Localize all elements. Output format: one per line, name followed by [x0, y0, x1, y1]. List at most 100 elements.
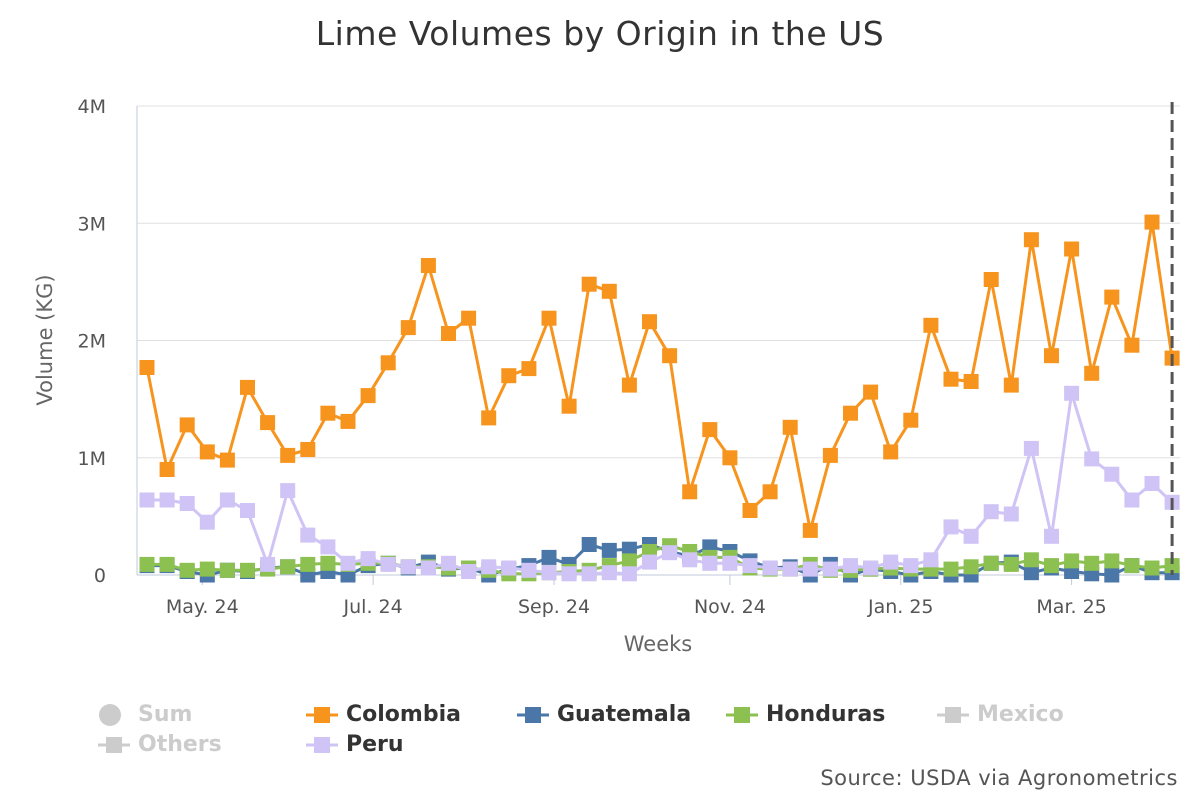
data-point-colombia[interactable]	[240, 379, 255, 395]
data-point-colombia[interactable]	[943, 371, 959, 387]
data-point-peru[interactable]	[360, 551, 376, 567]
data-point-honduras[interactable]	[199, 561, 215, 577]
data-point-peru[interactable]	[1003, 506, 1019, 522]
data-point-honduras[interactable]	[1023, 552, 1039, 568]
data-point-honduras[interactable]	[280, 559, 296, 575]
data-point-guatemala[interactable]	[1104, 567, 1120, 583]
data-point-honduras[interactable]	[963, 559, 979, 575]
data-point-peru[interactable]	[621, 566, 637, 582]
data-point-guatemala[interactable]	[581, 537, 597, 552]
data-point-peru[interactable]	[642, 554, 657, 570]
data-point-colombia[interactable]	[1003, 377, 1019, 393]
data-point-colombia[interactable]	[843, 405, 858, 421]
data-point-colombia[interactable]	[320, 405, 336, 421]
data-point-peru[interactable]	[682, 552, 698, 568]
data-point-colombia[interactable]	[581, 276, 597, 292]
data-point-peru[interactable]	[863, 560, 879, 576]
data-point-colombia[interactable]	[802, 522, 818, 538]
data-point-peru[interactable]	[139, 492, 155, 508]
data-point-colombia[interactable]	[159, 462, 175, 477]
data-point-colombia[interactable]	[380, 355, 396, 371]
data-point-peru[interactable]	[903, 558, 919, 574]
data-point-honduras[interactable]	[1124, 558, 1140, 574]
data-point-peru[interactable]	[963, 528, 979, 544]
data-point-colombia[interactable]	[501, 368, 517, 384]
data-point-peru[interactable]	[260, 556, 276, 572]
data-point-peru[interactable]	[662, 545, 678, 561]
data-point-peru[interactable]	[159, 492, 175, 508]
data-point-colombia[interactable]	[541, 310, 557, 326]
data-point-honduras[interactable]	[179, 562, 195, 578]
data-point-peru[interactable]	[420, 560, 436, 576]
data-point-colombia[interactable]	[340, 413, 356, 429]
data-point-colombia[interactable]	[601, 283, 617, 299]
data-point-peru[interactable]	[501, 560, 517, 576]
data-point-peru[interactable]	[199, 514, 215, 530]
data-point-colombia[interactable]	[199, 444, 215, 460]
data-point-honduras[interactable]	[1104, 553, 1120, 569]
data-point-peru[interactable]	[581, 566, 597, 582]
data-point-colombia[interactable]	[762, 484, 778, 500]
data-point-peru[interactable]	[883, 554, 899, 570]
data-point-colombia[interactable]	[1064, 241, 1080, 257]
data-point-colombia[interactable]	[963, 374, 979, 389]
data-point-colombia[interactable]	[260, 415, 276, 431]
data-point-colombia[interactable]	[682, 484, 698, 500]
data-point-colombia[interactable]	[822, 447, 838, 463]
data-point-peru[interactable]	[923, 552, 939, 568]
data-point-colombia[interactable]	[139, 360, 155, 375]
data-point-peru[interactable]	[1064, 385, 1080, 401]
data-point-peru[interactable]	[601, 565, 617, 581]
data-point-peru[interactable]	[1023, 440, 1039, 456]
data-point-honduras[interactable]	[621, 553, 637, 569]
data-point-peru[interactable]	[400, 559, 416, 575]
data-point-colombia[interactable]	[621, 377, 637, 393]
data-point-peru[interactable]	[219, 492, 235, 508]
data-point-honduras[interactable]	[943, 561, 959, 577]
data-point-colombia[interactable]	[782, 419, 798, 435]
data-point-colombia[interactable]	[1104, 289, 1120, 305]
data-point-peru[interactable]	[441, 555, 456, 571]
data-point-colombia[interactable]	[461, 310, 477, 326]
data-point-peru[interactable]	[742, 558, 758, 574]
data-point-colombia[interactable]	[179, 417, 195, 433]
data-point-colombia[interactable]	[722, 450, 738, 466]
data-point-peru[interactable]	[802, 561, 818, 577]
data-point-peru[interactable]	[380, 556, 396, 572]
data-point-peru[interactable]	[782, 561, 798, 577]
data-point-peru[interactable]	[822, 561, 838, 577]
data-point-colombia[interactable]	[642, 314, 657, 330]
data-point-peru[interactable]	[340, 555, 356, 571]
data-point-peru[interactable]	[943, 519, 959, 535]
data-point-colombia[interactable]	[923, 317, 939, 333]
data-point-colombia[interactable]	[1084, 365, 1100, 381]
data-point-colombia[interactable]	[662, 348, 678, 364]
data-point-honduras[interactable]	[1144, 560, 1160, 576]
data-point-colombia[interactable]	[983, 272, 999, 287]
data-point-honduras[interactable]	[159, 556, 175, 572]
data-point-colombia[interactable]	[1144, 214, 1160, 230]
data-point-colombia[interactable]	[903, 412, 919, 428]
data-point-peru[interactable]	[1144, 476, 1160, 491]
data-point-peru[interactable]	[521, 562, 537, 578]
data-point-honduras[interactable]	[139, 556, 155, 572]
data-point-honduras[interactable]	[1084, 555, 1100, 571]
data-point-peru[interactable]	[722, 555, 738, 571]
data-point-honduras[interactable]	[320, 555, 336, 571]
data-point-guatemala[interactable]	[621, 541, 637, 557]
data-point-colombia[interactable]	[1044, 348, 1059, 364]
data-point-honduras[interactable]	[1164, 558, 1180, 574]
data-point-honduras[interactable]	[219, 562, 235, 578]
data-point-colombia[interactable]	[441, 326, 456, 341]
data-point-honduras[interactable]	[1003, 556, 1019, 572]
data-point-colombia[interactable]	[219, 452, 235, 468]
data-point-colombia[interactable]	[883, 444, 899, 460]
data-point-honduras[interactable]	[1064, 553, 1080, 569]
data-point-colombia[interactable]	[561, 398, 577, 414]
data-point-peru[interactable]	[561, 566, 577, 582]
data-point-peru[interactable]	[843, 558, 858, 574]
data-point-colombia[interactable]	[420, 258, 436, 273]
data-point-peru[interactable]	[481, 559, 497, 575]
data-point-peru[interactable]	[541, 565, 557, 581]
data-point-colombia[interactable]	[400, 320, 416, 336]
